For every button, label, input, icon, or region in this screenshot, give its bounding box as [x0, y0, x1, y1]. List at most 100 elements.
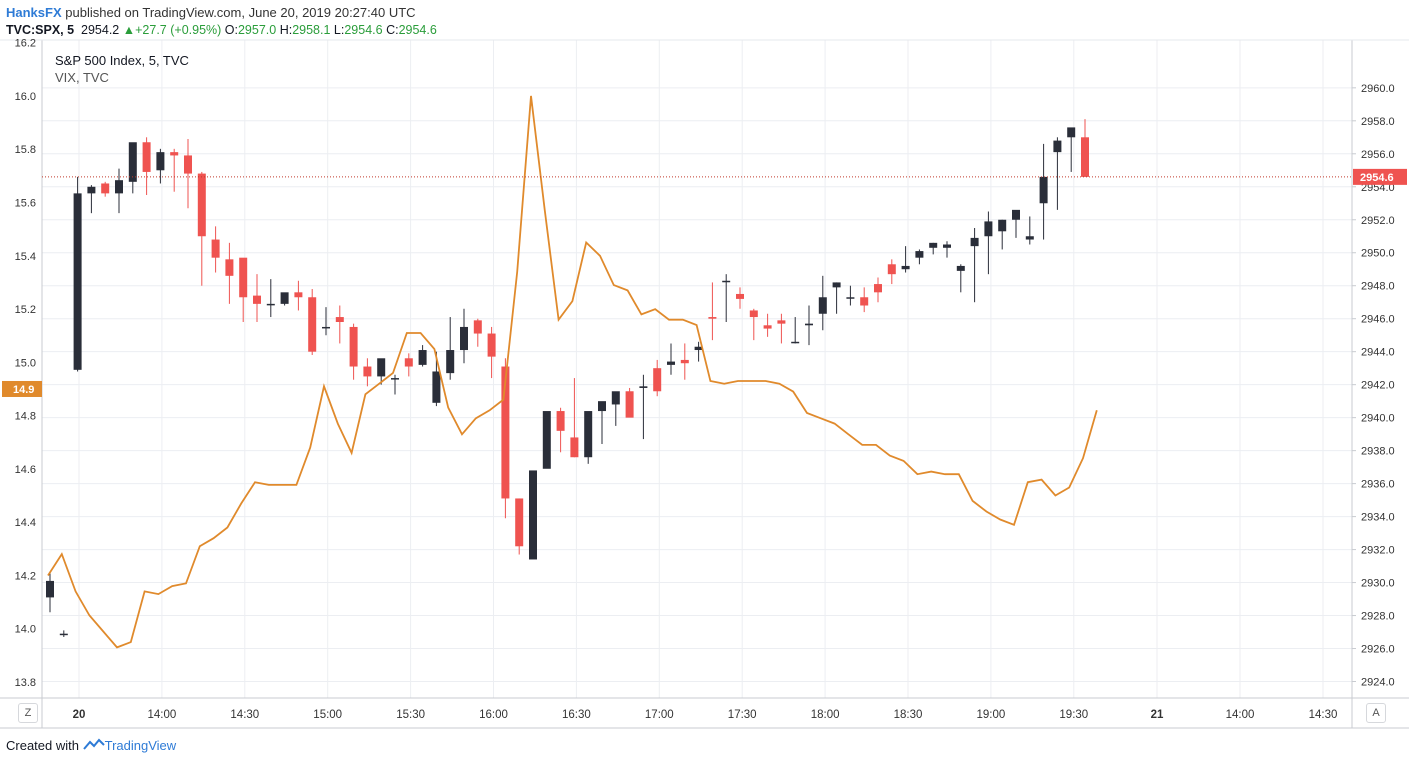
- candle: [694, 341, 703, 362]
- candle: [1039, 143, 1048, 240]
- left-tick-label: 14.6: [15, 464, 36, 476]
- scale-right-button[interactable]: A: [1366, 703, 1386, 723]
- candle: [901, 246, 910, 273]
- x-tick-label: 15:30: [396, 709, 425, 721]
- vix-line: [47, 95, 1098, 649]
- candle-body: [805, 323, 813, 326]
- candle: [239, 257, 248, 322]
- symbol-label: TVC:SPX, 5: [6, 23, 75, 37]
- candle: [529, 470, 537, 560]
- up-triangle-icon: ▲: [122, 23, 136, 37]
- candle: [874, 277, 882, 303]
- candle: [1012, 209, 1020, 238]
- x-tick-label: 20: [73, 709, 86, 721]
- right-tick-label: 2950.0: [1361, 248, 1395, 260]
- candle-body: [460, 326, 468, 351]
- candle: [266, 279, 275, 318]
- candle-body: [197, 173, 206, 237]
- candle: [887, 259, 896, 285]
- candle-body: [253, 295, 261, 304]
- candle-body: [487, 333, 496, 357]
- candle: [197, 171, 206, 286]
- candle-body: [722, 280, 731, 283]
- candle-body: [308, 297, 317, 352]
- candle: [653, 359, 662, 397]
- high-label: H:: [279, 23, 293, 37]
- low-label: L:: [333, 23, 345, 37]
- axes: 2924.0 2926.0 2928.0 2930.0 2932.0 2934.0 2936…: [0, 38, 1409, 729]
- candle-body: [363, 366, 372, 377]
- candle: [1053, 137, 1062, 210]
- candle-body: [653, 368, 662, 392]
- candle: [598, 401, 606, 445]
- candle-body: [225, 259, 234, 276]
- scale-left-button[interactable]: Z: [18, 703, 38, 723]
- candle-body: [73, 193, 82, 370]
- grid: [42, 40, 1352, 698]
- candle-body: [763, 325, 772, 329]
- candle-body: [887, 264, 896, 275]
- x-tick-label: 14:30: [1309, 709, 1338, 721]
- last-price-text: 2954.6: [1360, 172, 1394, 184]
- left-tick-label: 16.2: [15, 38, 36, 50]
- candle-body: [694, 346, 703, 351]
- author-name[interactable]: HanksFX: [6, 5, 62, 20]
- candle: [915, 249, 924, 265]
- candle-body: [529, 470, 537, 560]
- candle: [473, 318, 482, 347]
- candle-body: [570, 437, 579, 458]
- candle: [984, 211, 993, 275]
- publish-info: published on TradingView.com, June 20, 2…: [65, 5, 416, 20]
- candle-body: [846, 297, 855, 299]
- candle-body: [432, 371, 441, 403]
- x-tick-label: 19:00: [977, 709, 1006, 721]
- candle-body: [184, 155, 192, 174]
- open-label: O:: [224, 23, 238, 37]
- candle: [929, 242, 938, 255]
- x-tick-label: 21: [1151, 709, 1164, 721]
- candle: [46, 572, 54, 613]
- candle-body: [639, 386, 648, 388]
- candle: [115, 168, 123, 214]
- candle: [639, 374, 648, 440]
- x-tick-label: 18:30: [894, 709, 923, 721]
- candle: [156, 148, 165, 184]
- last-price: 2954.2: [81, 23, 120, 37]
- change-value: +27.7 (+0.95%): [135, 23, 222, 37]
- candle-body: [87, 186, 96, 194]
- candle-body: [777, 320, 786, 324]
- candle: [128, 142, 137, 194]
- candle-body: [377, 358, 386, 377]
- candle: [349, 323, 358, 380]
- x-tick-label: 14:00: [1226, 709, 1255, 721]
- candle-body: [322, 326, 330, 329]
- legend-main: S&P 500 Index, 5, TVC: [55, 53, 189, 68]
- candle-body: [418, 350, 427, 365]
- vix-last-bg: [2, 380, 42, 397]
- candle: [956, 264, 965, 293]
- left-tick-label: 15.2: [15, 304, 36, 316]
- candle-body: [1067, 127, 1076, 138]
- candle-body: [611, 391, 620, 405]
- publish-header: HanksFX published on TradingView.com, Ju…: [6, 4, 416, 21]
- candle: [708, 282, 717, 341]
- candle: [487, 326, 496, 379]
- left-tick-label: 14.0: [15, 624, 36, 636]
- candle: [87, 185, 96, 214]
- right-tick-label: 2952.0: [1361, 215, 1395, 227]
- x-tick-label: 16:30: [562, 709, 591, 721]
- candle-body: [59, 633, 68, 636]
- candle-body: [542, 411, 551, 469]
- candle-body: [832, 282, 841, 288]
- legend-overlay: VIX, TVC: [55, 70, 109, 85]
- candle-body: [818, 297, 827, 314]
- vix-last-text: 14.9: [13, 384, 34, 396]
- candle-body: [473, 320, 482, 334]
- right-tick-label: 2930.0: [1361, 578, 1395, 590]
- right-tick-label: 2942.0: [1361, 380, 1395, 392]
- candle: [515, 498, 524, 555]
- candle: [363, 358, 372, 387]
- candle: [294, 280, 303, 311]
- tradingview-link[interactable]: TradingView: [104, 738, 177, 753]
